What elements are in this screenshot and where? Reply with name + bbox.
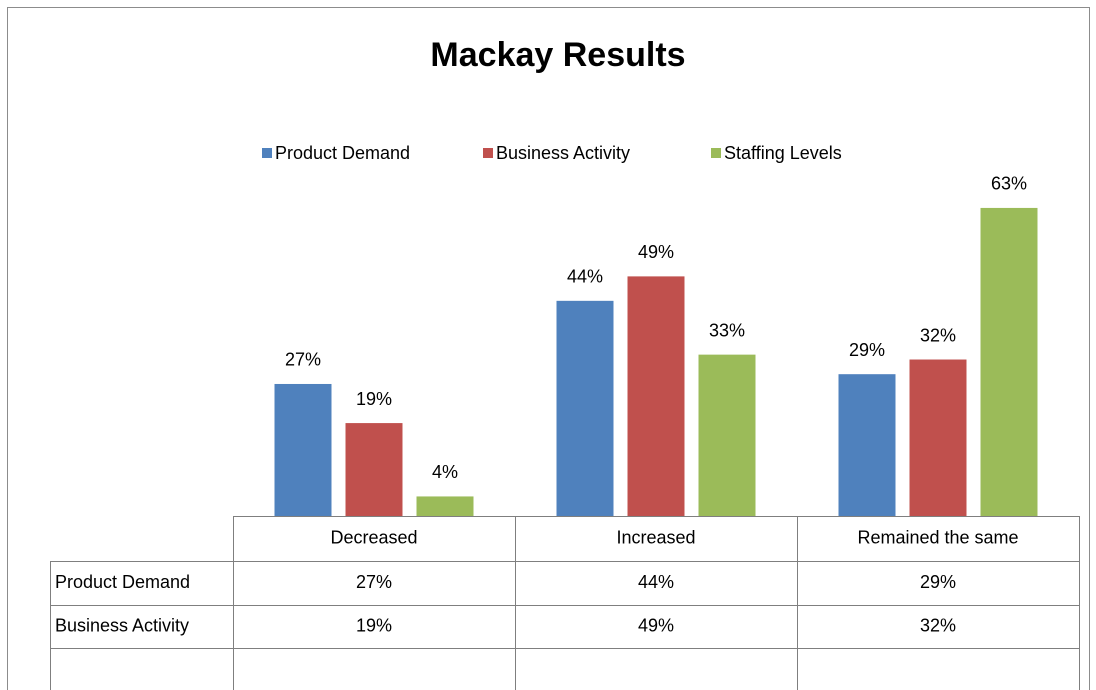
table-cell: 49% <box>638 615 674 635</box>
legend-label: Product Demand <box>275 143 410 163</box>
data-label: 27% <box>285 350 321 370</box>
table-row-label: Business Activity <box>55 615 189 635</box>
bar <box>627 276 685 516</box>
data-label: 44% <box>567 267 603 287</box>
data-label: 49% <box>638 242 674 262</box>
table-cell: 19% <box>356 615 392 635</box>
legend-swatch <box>711 148 721 158</box>
table-header: Decreased <box>330 527 417 547</box>
data-label: 63% <box>991 174 1027 194</box>
data-label: 19% <box>356 389 392 409</box>
bar <box>980 207 1038 516</box>
bar <box>838 374 896 516</box>
bar <box>909 359 967 516</box>
bar <box>345 423 403 516</box>
data-label: 29% <box>849 340 885 360</box>
data-label: 32% <box>920 325 956 345</box>
legend-label: Business Activity <box>496 143 630 163</box>
legend-label: Staffing Levels <box>724 143 842 163</box>
table-cell: 32% <box>920 615 956 635</box>
chart-border <box>7 7 1090 690</box>
table-cell: 44% <box>638 572 674 592</box>
table-row-label: Product Demand <box>55 572 190 592</box>
bar <box>698 354 756 516</box>
chart-title: Mackay Results <box>430 36 685 74</box>
table-cell: 29% <box>920 572 956 592</box>
table-cell: 27% <box>356 572 392 592</box>
data-label: 4% <box>432 462 458 482</box>
table-header: Increased <box>616 527 695 547</box>
data-label: 33% <box>709 320 745 340</box>
bar <box>274 383 332 516</box>
bar <box>556 300 614 516</box>
table-header: Remained the same <box>857 527 1018 547</box>
legend-swatch <box>483 148 493 158</box>
legend-swatch <box>262 148 272 158</box>
bar <box>416 496 474 516</box>
